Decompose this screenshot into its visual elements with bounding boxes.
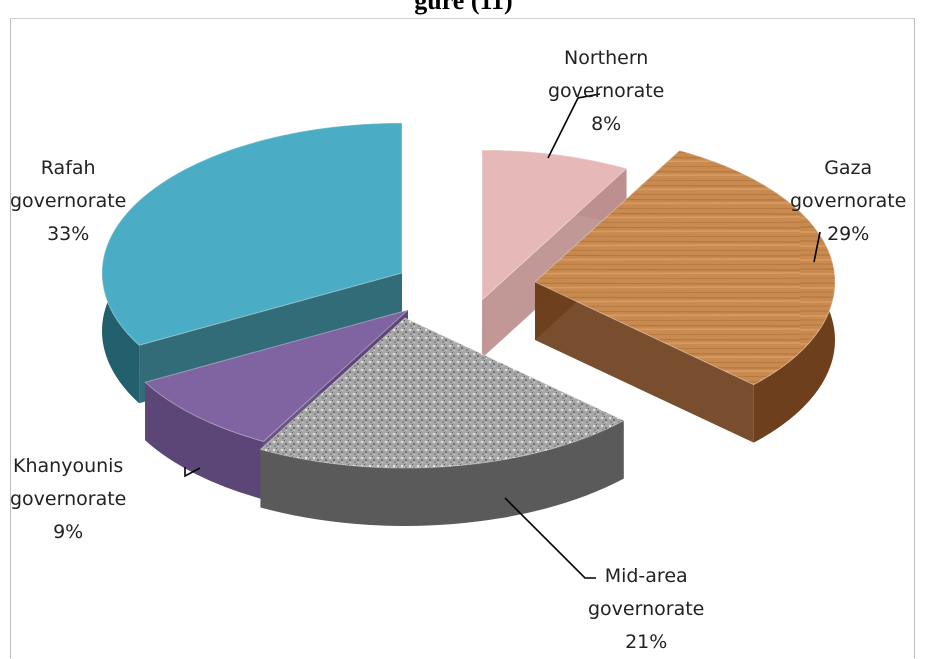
- label-percent: 33%: [47, 223, 90, 245]
- label-name-line: governorate: [588, 598, 705, 620]
- data-label-rafah-governorate: Rafah governorate 33%: [10, 152, 126, 251]
- label-percent: 21%: [625, 631, 668, 653]
- label-percent: 8%: [591, 113, 622, 135]
- pie-slice-top: [481, 149, 628, 302]
- label-name-line: governorate: [790, 190, 907, 212]
- label-name-line: governorate: [10, 190, 127, 212]
- label-name-line: Northern: [564, 47, 649, 69]
- pie-slice-top: [259, 317, 625, 469]
- pie-slice-mid-area-governorate: [259, 317, 625, 527]
- data-label-khanyounis-governorate: Khanyounis governorate 9%: [10, 450, 126, 549]
- pie-slice-top: [534, 149, 836, 386]
- label-name-line: Khanyounis: [13, 455, 124, 477]
- pie-slice-northern-governorate: [481, 149, 628, 358]
- leader-line: [504, 497, 596, 579]
- label-name-line: governorate: [10, 488, 127, 510]
- pie-slice-top: [101, 122, 403, 346]
- data-label-gaza-governorate: Gaza governorate 29%: [790, 152, 906, 251]
- label-name-line: governorate: [548, 80, 665, 102]
- pie-slice-side: [260, 420, 624, 527]
- leader-line: [547, 93, 601, 159]
- chart-title: gure (11): [414, 0, 513, 15]
- chart-frame: [10, 18, 915, 658]
- label-name-line: Gaza: [824, 157, 873, 179]
- pie-slice-top: [144, 309, 409, 443]
- label-percent: 29%: [827, 223, 870, 245]
- label-name-line: Rafah: [40, 157, 96, 179]
- label-percent: 9%: [53, 521, 84, 543]
- pie-slice-gaza-governorate: [534, 149, 836, 443]
- leader-line: [813, 231, 821, 263]
- data-label-mid-area-governorate: Mid-area governorate 21%: [588, 560, 704, 659]
- pie-slice-cut-face: [535, 282, 754, 443]
- label-name-line: Mid-area: [604, 565, 688, 587]
- leader-line: [184, 467, 201, 478]
- pie-slice-cut-face: [482, 168, 627, 358]
- data-label-northern-governorate: Northern governorate 8%: [548, 42, 664, 141]
